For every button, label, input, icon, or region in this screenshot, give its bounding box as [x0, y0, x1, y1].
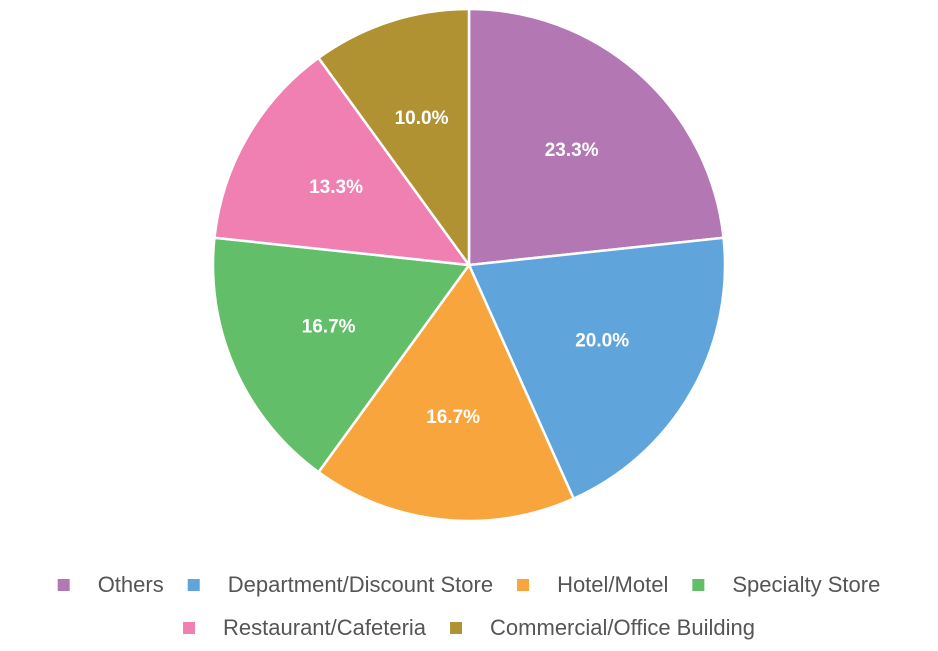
legend-item: Others [57, 572, 164, 597]
pie-slice [316, 262, 576, 523]
legend-item: Hotel/Motel [517, 572, 668, 597]
value-label: 16.7% [302, 316, 356, 337]
legend-label: Commercial/Office Building [490, 615, 755, 640]
legend-swatch [450, 622, 463, 634]
pie-slice [211, 236, 472, 474]
legend-label: Restaurant/Cafeteria [223, 615, 427, 640]
value-label: 16.7% [426, 407, 480, 428]
value-label: 23.3% [545, 140, 599, 161]
pie-slice [213, 56, 472, 267]
legend-item: Commercial/Office Building [450, 615, 755, 640]
legend-label: Department/Discount Store [228, 572, 493, 597]
legend-swatch [187, 579, 200, 591]
legend-item: Department/Discount Store [187, 572, 493, 597]
legend-label: Others [98, 572, 164, 597]
pie-slice [467, 236, 727, 501]
pie-slice [316, 7, 471, 269]
legend-swatch [183, 622, 196, 634]
legend-swatch [692, 579, 705, 591]
legend-label: Hotel/Motel [557, 572, 668, 597]
pie-slice [467, 7, 725, 267]
legend-item: Specialty Store [692, 572, 880, 597]
value-label: 13.3% [309, 177, 363, 198]
legend-item: Restaurant/Cafeteria [183, 615, 427, 640]
legend-label: Specialty Store [732, 572, 880, 597]
legend-swatch [517, 579, 530, 591]
value-label: 20.0% [575, 331, 629, 352]
legend-swatch [57, 579, 70, 591]
value-label: 10.0% [395, 108, 449, 129]
